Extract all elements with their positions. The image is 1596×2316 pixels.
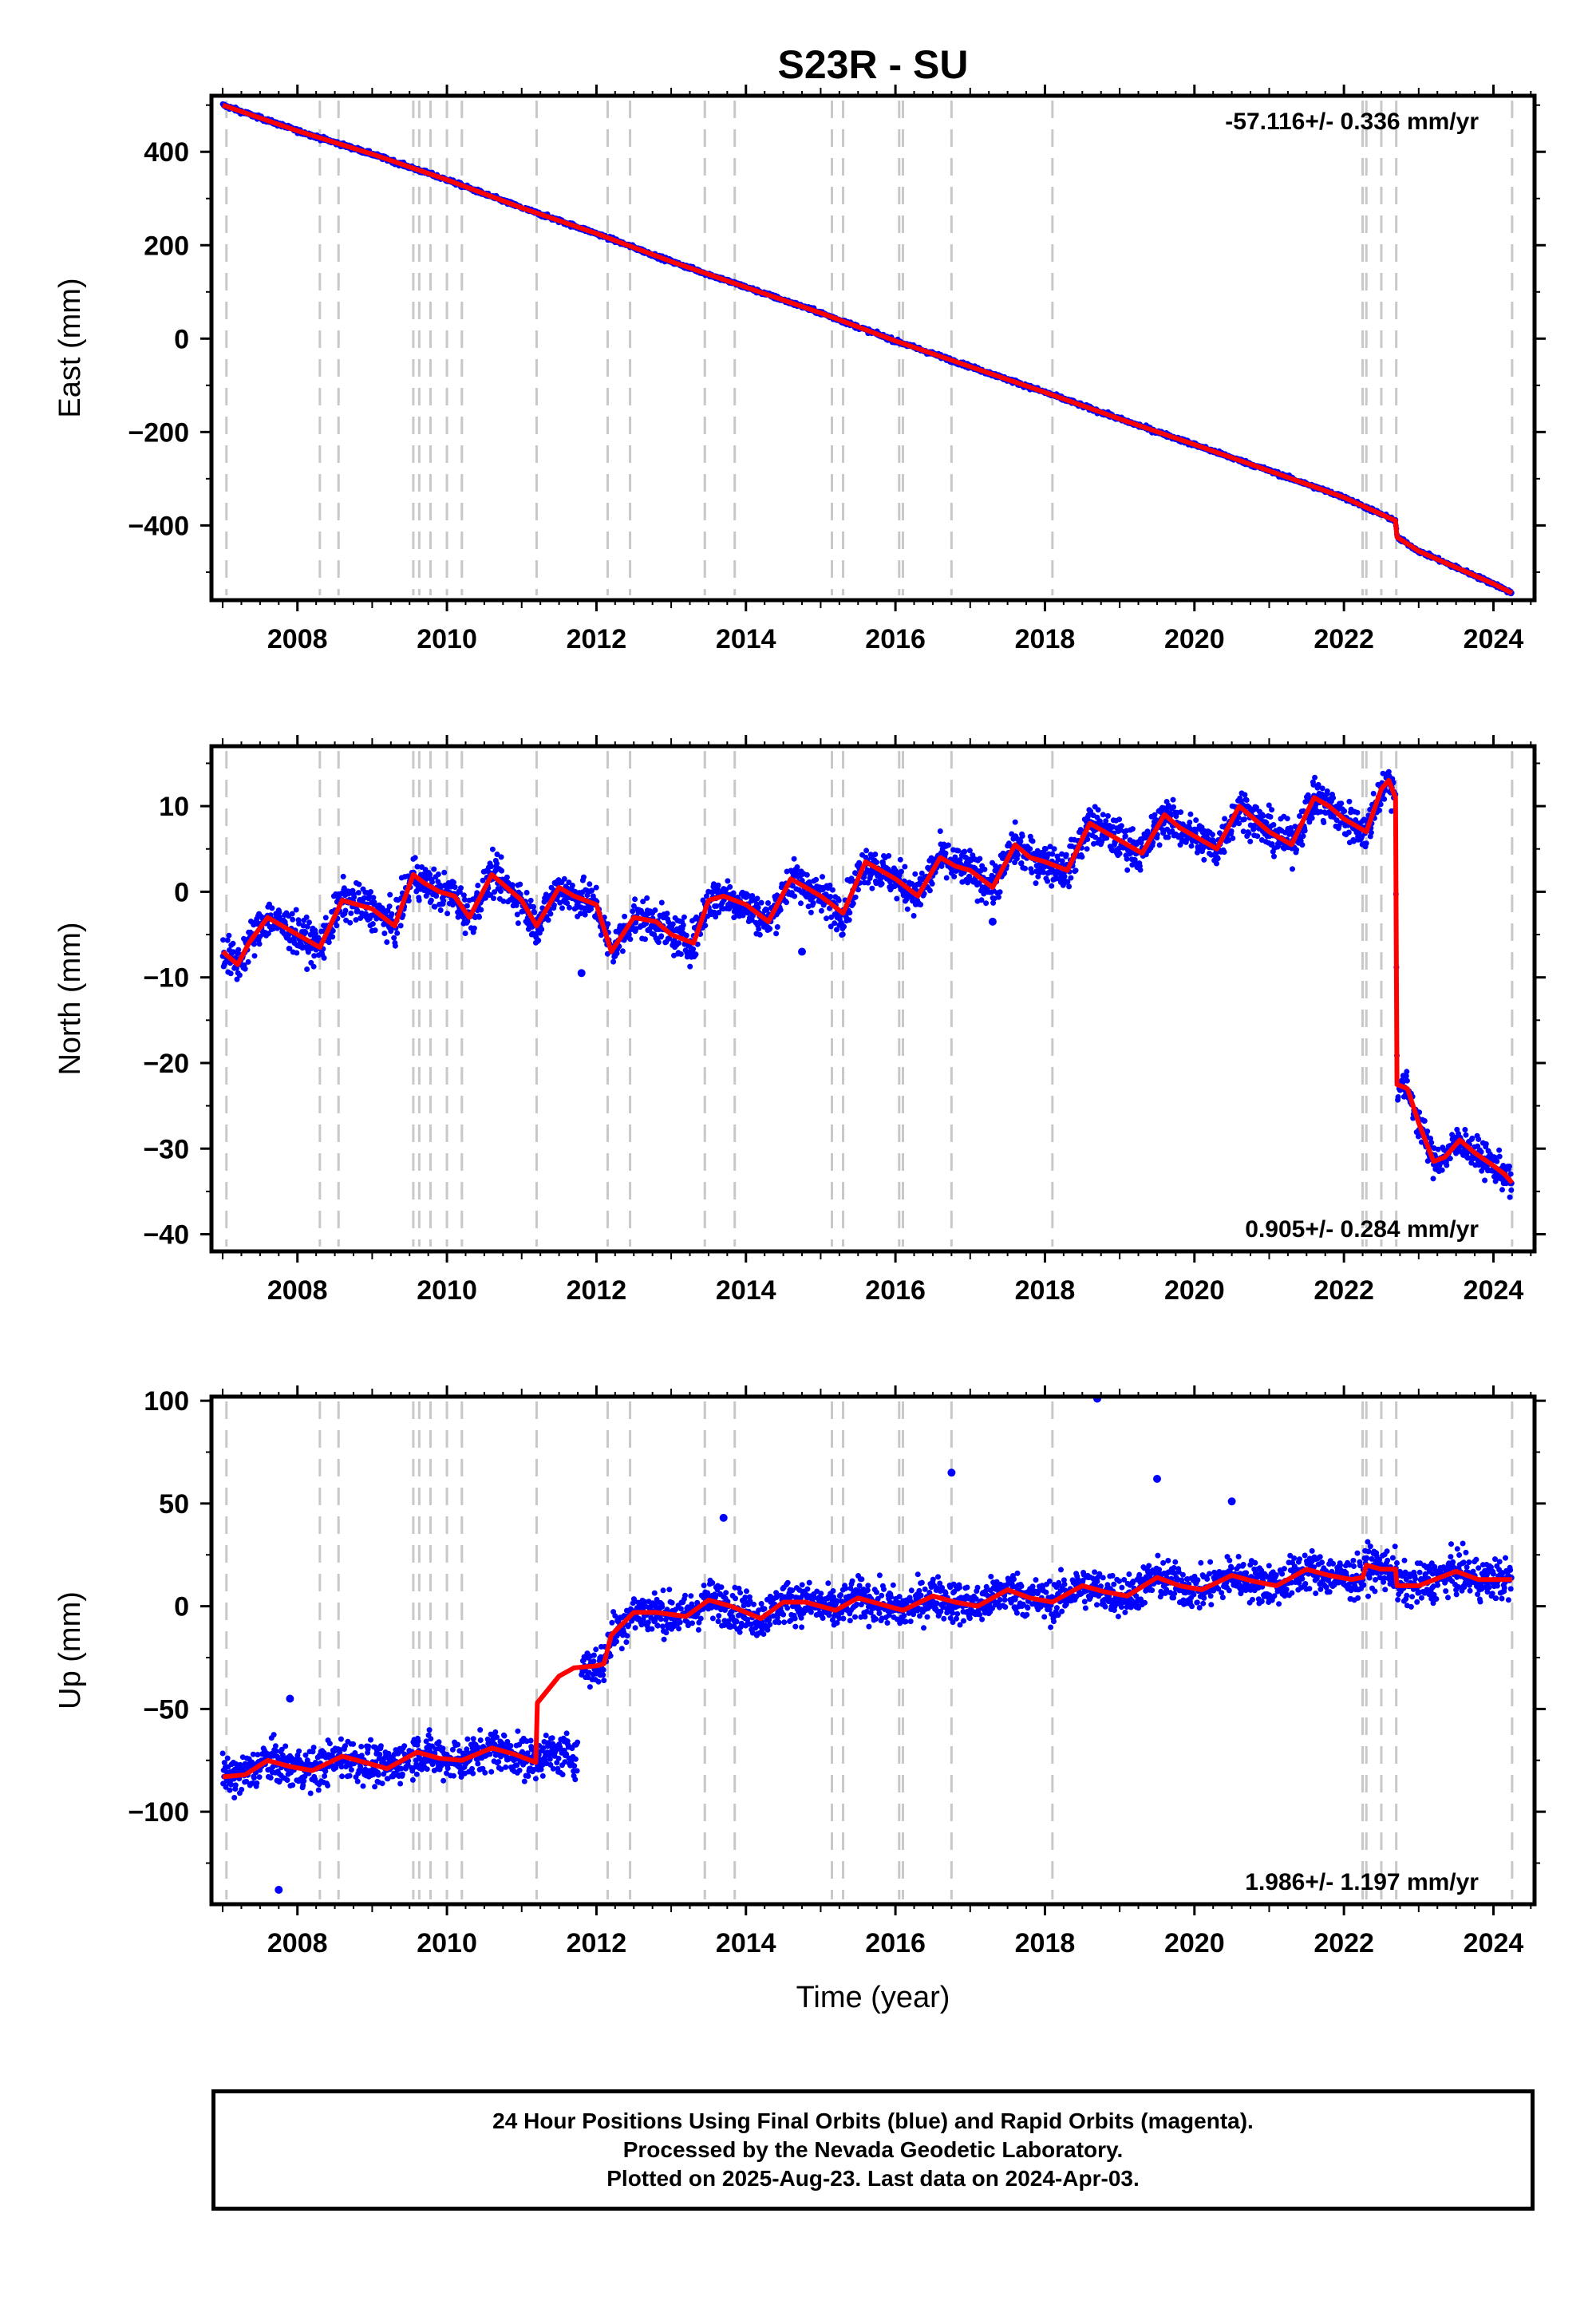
x-tick-label: 2020 xyxy=(1164,624,1225,654)
plot-frame xyxy=(209,1394,1537,1907)
data-points-up xyxy=(219,1397,1515,1894)
x-tick-label: 2016 xyxy=(865,1275,926,1306)
x-tick-label: 2020 xyxy=(1164,1275,1225,1306)
panel-east: −400 −200 0 200 400 2008 2010 2012 2014 2016 2018 2… xyxy=(53,85,1546,654)
y-tick-label: −40 xyxy=(143,1220,189,1251)
x-tick-label: 2020 xyxy=(1164,1928,1225,1958)
x-tick-label: 2024 xyxy=(1464,624,1524,654)
y-tick-label: −20 xyxy=(143,1049,189,1079)
x-tick-label: 2018 xyxy=(1015,1928,1076,1958)
x-tick-label: 2012 xyxy=(567,1275,627,1306)
processing-note-line: 24 Hour Positions Using Final Orbits (bl… xyxy=(492,2109,1254,2133)
model-line-up xyxy=(222,1563,1512,1780)
model-line-north xyxy=(221,777,1515,1185)
processing-note-box: 24 Hour Positions Using Final Orbits (bl… xyxy=(211,2089,1535,2211)
x-axis-label: Time (year) xyxy=(796,1981,950,2014)
x-tick-label: 2010 xyxy=(417,1928,477,1958)
x-tick-label: 2012 xyxy=(567,1928,627,1958)
y-tick-label: 200 xyxy=(144,231,189,261)
rate-label: 1.986+/- 1.197 mm/yr xyxy=(1245,1869,1479,1895)
processing-note-line: Processed by the Nevada Geodetic Laborat… xyxy=(622,2137,1124,2162)
x-tick-label: 2014 xyxy=(716,624,776,654)
x-tick-label: 2008 xyxy=(267,1928,328,1958)
x-tick-label: 2016 xyxy=(865,624,926,654)
x-tick-label: 2010 xyxy=(417,1275,477,1306)
x-tick-label: 2010 xyxy=(417,624,477,654)
panel-up: −100 −50 0 50 100 2008 2010 2012 2014 2016 2018 202… xyxy=(53,1385,1546,1958)
plot-frame xyxy=(209,93,1537,603)
x-tick-label: 2018 xyxy=(1015,1275,1076,1306)
panel-north: −40 −30 −20 −10 0 10 2008 2010 2012 2014 2016 2018 2… xyxy=(53,735,1546,1306)
data-points-north xyxy=(219,769,1515,1200)
y-axis-label: East (mm) xyxy=(53,278,87,417)
y-tick-label: 10 xyxy=(159,792,189,822)
x-tick-label: 2014 xyxy=(716,1928,776,1958)
processing-note-line: Plotted on 2025-Aug-23. Last data on 202… xyxy=(606,2166,1140,2191)
data-point-cloud xyxy=(219,769,1515,1200)
y-tick-label: −30 xyxy=(143,1134,189,1164)
data-point-cloud xyxy=(219,1397,1515,1894)
y-tick-label: −50 xyxy=(143,1694,189,1725)
y-tick-label: −100 xyxy=(128,1797,189,1828)
x-tick-label: 2016 xyxy=(865,1928,926,1958)
x-tick-label: 2012 xyxy=(567,624,627,654)
y-tick-label: 50 xyxy=(159,1489,189,1520)
x-tick-label: 2024 xyxy=(1464,1275,1524,1306)
x-tick-label: 2022 xyxy=(1314,1928,1374,1958)
x-tick-label: 2014 xyxy=(716,1275,776,1306)
x-tick-label: 2008 xyxy=(267,624,328,654)
y-axis-label: North (mm) xyxy=(53,922,87,1075)
x-tick-label: 2018 xyxy=(1015,624,1076,654)
y-tick-label: 0 xyxy=(174,324,189,354)
plot-frame xyxy=(209,744,1537,1254)
data-point-cloud xyxy=(219,101,1515,597)
y-tick-label: 0 xyxy=(174,877,189,907)
y-tick-label: −200 xyxy=(128,417,189,448)
y-tick-label: −10 xyxy=(143,963,189,994)
x-tick-label: 2022 xyxy=(1314,1275,1374,1306)
y-tick-label: 0 xyxy=(174,1592,189,1622)
rate-label: -57.116+/- 0.336 mm/yr xyxy=(1225,109,1479,135)
chart-title: S23R - SU xyxy=(778,42,969,87)
x-tick-label: 2008 xyxy=(267,1275,328,1306)
data-points-east xyxy=(219,101,1515,597)
x-tick-label: 2024 xyxy=(1464,1928,1524,1958)
rate-label: 0.905+/- 0.284 mm/yr xyxy=(1245,1216,1479,1243)
model-line-east xyxy=(222,102,1514,595)
y-tick-label: −400 xyxy=(128,511,189,541)
y-tick-label: 400 xyxy=(144,137,189,168)
y-axis-label: Up (mm) xyxy=(53,1591,87,1709)
x-tick-label: 2022 xyxy=(1314,624,1374,654)
y-tick-label: 100 xyxy=(144,1386,189,1417)
